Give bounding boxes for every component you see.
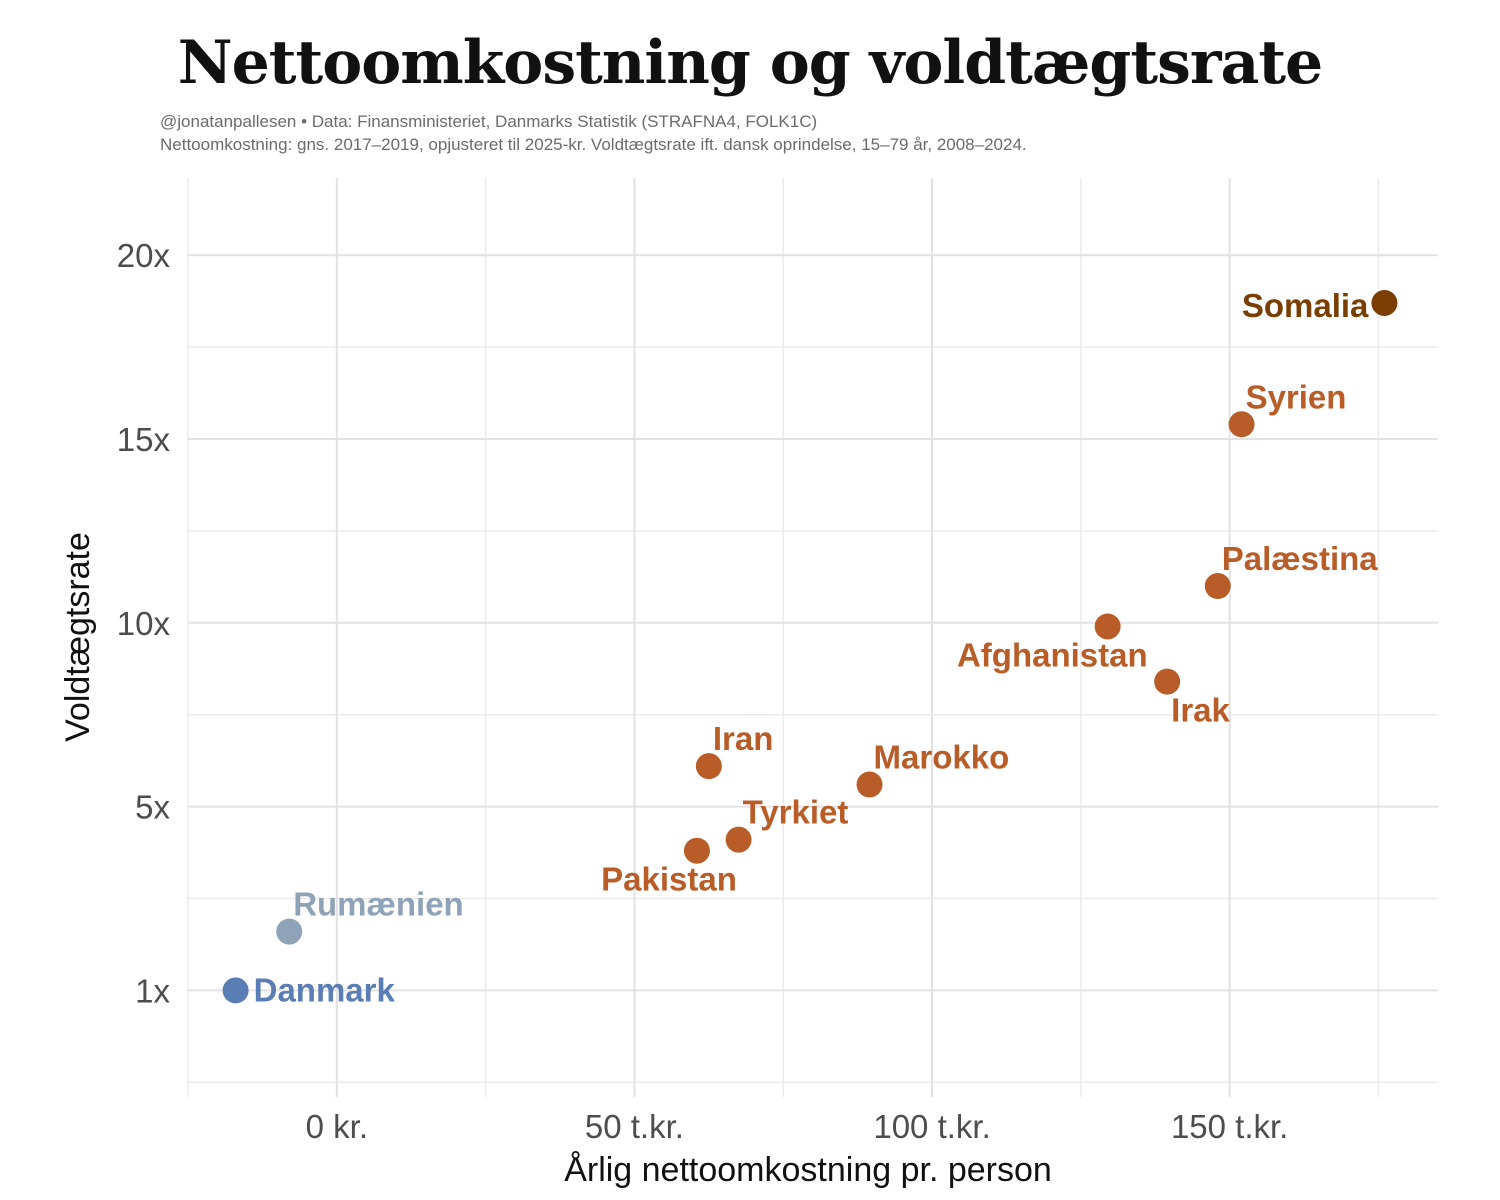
point-rumænien [276,918,303,945]
point-tyrkiet [725,826,752,853]
point-label-marokko: Marokko [874,739,1010,776]
point-label-tyrkiet: Tyrkiet [743,794,849,831]
chart-title: Nettoomkostning og voldtægtsrate [177,28,1323,98]
point-label-danmark: Danmark [254,971,396,1008]
chart-subtitle-note: Nettoomkostning: gns. 2017–2019, opjuste… [160,135,1027,154]
point-label-iran: Iran [713,720,774,757]
point-label-rumænien: Rumænien [293,886,464,923]
point-syrien [1228,411,1255,438]
point-pakistan [683,837,710,864]
point-label-syrien: Syrien [1246,378,1347,415]
x-tick-label: 150 t.kr. [1171,1108,1288,1145]
y-tick-label: 20x [117,237,171,274]
y-axis-title: Voldtægtsrate [59,532,97,742]
axis-tick-labels: 0 kr. 50 t.kr. 100 t.kr. 150 t.kr. 1x 5x 10x 15… [117,237,1289,1145]
y-tick-label: 1x [135,972,170,1009]
point-irak [1154,668,1181,695]
data-points [222,289,1398,1004]
point-label-somalia: Somalia [1242,287,1369,324]
point-label-afghanistan: Afghanistan [957,636,1148,673]
x-tick-label: 0 kr. [306,1108,368,1145]
point-somalia [1371,289,1398,316]
x-tick-label: 50 t.kr. [585,1108,684,1145]
point-afghanistan [1094,613,1121,640]
y-tick-label: 5x [135,789,170,826]
x-axis-title: Årlig nettoomkostning pr. person [564,1151,1052,1189]
y-tick-label: 10x [117,605,171,642]
chart-subtitle-source: @jonatanpallesen • Data: Finansministeri… [160,112,818,131]
x-tick-label: 100 t.kr. [873,1108,990,1145]
point-label-irak: Irak [1171,692,1230,729]
point-marokko [856,771,883,798]
point-danmark [222,977,249,1004]
point-palæstina [1204,573,1231,600]
point-label-pakistan: Pakistan [601,861,737,898]
y-tick-label: 15x [117,421,171,458]
grid-lines [187,178,1438,1097]
point-iran [695,753,722,780]
point-label-palæstina: Palæstina [1222,540,1379,577]
